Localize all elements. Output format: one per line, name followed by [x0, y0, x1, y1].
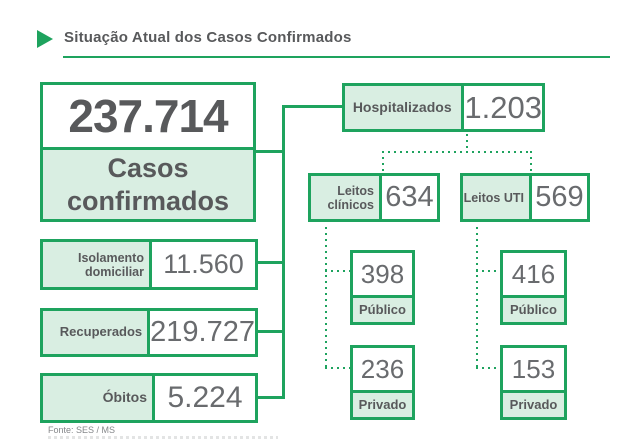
confirmed-cases-box: 237.714 Casos confirmados [40, 82, 256, 222]
obitos-label: Óbitos [43, 376, 155, 420]
connector-to-hospitalizados [282, 105, 342, 108]
clinicos-publico-box: 398 Público [350, 250, 415, 325]
clipped-caption-remnant [48, 436, 278, 439]
clinicos-privado-label: Privado [353, 390, 412, 417]
clinicos-privado-box: 236 Privado [350, 345, 415, 420]
leitos-clinicos-value: 634 [385, 181, 434, 213]
page-title: Situação Atual dos Casos Confirmados [64, 29, 352, 46]
dotted-connector-hospitalizados-down [466, 134, 468, 151]
dotted-branch-uti-publico [476, 270, 500, 272]
connector-to-obitos [256, 396, 285, 399]
isolamento-label: Isolamento domiciliar [43, 242, 152, 287]
dotted-connector-to-leitos-clinicos [382, 151, 384, 173]
obitos-box: Óbitos 5.224 [40, 373, 258, 423]
dotted-connector-horizontal [382, 151, 532, 153]
source-caption: Fonte: SES / MS [48, 425, 116, 435]
leitos-clinicos-box: Leitos clínicos 634 [308, 173, 440, 222]
obitos-value: 5.224 [167, 381, 243, 414]
uti-privado-value: 153 [511, 353, 556, 384]
leitos-clinicos-label: Leitos clínicos [311, 176, 382, 219]
connector-to-main-box [254, 150, 285, 153]
recuperados-value: 219.727 [150, 316, 255, 348]
leitos-uti-box: Leitos UTI 569 [460, 173, 590, 222]
title-underline [63, 56, 610, 58]
dotted-branch-clinicos-privado [325, 367, 350, 369]
uti-publico-box: 416 Público [500, 250, 567, 325]
clinicos-publico-label: Público [353, 295, 412, 322]
confirmed-cases-label: Casos confirmados [43, 147, 253, 219]
clinicos-privado-value: 236 [360, 353, 405, 384]
uti-publico-value: 416 [511, 258, 556, 289]
connector-trunk [282, 105, 285, 399]
leitos-uti-label: Leitos UTI [463, 176, 532, 219]
hospitalizados-value: 1.203 [464, 89, 542, 125]
dotted-branch-uti-privado [476, 367, 500, 369]
uti-privado-label: Privado [503, 390, 564, 417]
isolamento-value: 11.560 [163, 249, 244, 279]
confirmed-cases-value: 237.714 [68, 90, 228, 143]
dotted-connector-to-leitos-uti [530, 151, 532, 173]
leitos-uti-value: 569 [535, 181, 584, 213]
title-arrow-icon [37, 30, 53, 48]
uti-publico-label: Público [503, 295, 564, 322]
isolamento-box: Isolamento domiciliar 11.560 [40, 239, 258, 290]
connector-to-isolamento [256, 261, 285, 264]
uti-privado-box: 153 Privado [500, 345, 567, 420]
recuperados-label: Recuperados [43, 311, 151, 354]
dotted-trunk-uti [476, 227, 478, 369]
recuperados-box: Recuperados 219.727 [40, 308, 258, 357]
connector-to-recuperados [256, 330, 285, 333]
dotted-trunk-clinicos [325, 227, 327, 369]
hospitalizados-box: Hospitalizados 1.203 [342, 83, 545, 132]
dotted-branch-clinicos-publico [325, 270, 350, 272]
clinicos-publico-value: 398 [360, 258, 405, 289]
hospitalizados-label: Hospitalizados [345, 86, 465, 129]
